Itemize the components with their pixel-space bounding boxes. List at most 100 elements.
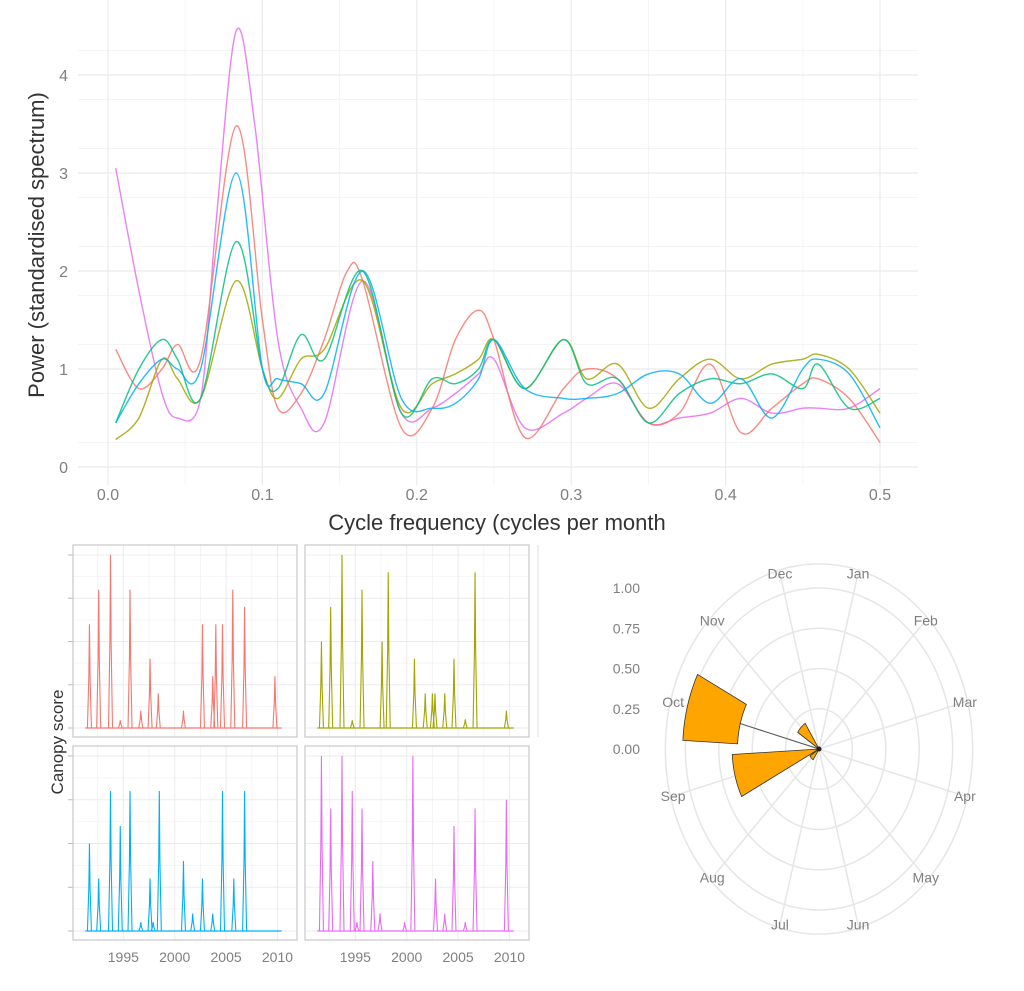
polar-spoke <box>818 700 968 750</box>
x-tick-label: 2005 <box>211 949 242 965</box>
canopy-spike <box>442 693 448 729</box>
canopy-spike <box>199 624 206 729</box>
x-tick-label: 2010 <box>494 949 525 965</box>
y-axis-title: Power (standardised spectrum) <box>24 92 49 398</box>
x-axis-title: Cycle frequency (cycles per month <box>328 510 665 535</box>
month-label-jun: Jun <box>847 917 870 933</box>
canopy-spike <box>410 755 416 932</box>
canopy-spike <box>147 658 153 729</box>
canopy-spike <box>339 755 345 932</box>
canopy-spike <box>359 808 365 932</box>
canopy-spike <box>155 693 161 729</box>
facet-panel-3: 1995 2000 2005 2010 <box>68 745 298 965</box>
canopy-spike <box>472 572 478 729</box>
canopy-spike <box>354 922 360 932</box>
polar-center-dot <box>816 746 822 752</box>
canopy-spike <box>472 808 478 932</box>
y-tick-label: 2 <box>59 264 68 281</box>
canopy-spike <box>147 878 153 932</box>
canopy-spike <box>242 790 248 932</box>
canopy-spike <box>385 572 391 729</box>
canopy-spike <box>242 606 248 729</box>
canopy-spike <box>462 922 468 932</box>
radial-tick-label: 0.75 <box>613 620 640 636</box>
x-tick-label: 0.2 <box>406 487 428 504</box>
canopy-spike <box>117 720 123 729</box>
canopy-spike <box>107 790 114 932</box>
canopy-facet-plot: 1995 2000 2005 2010 1995 2000 2005 2010 Canopy s… <box>48 544 539 965</box>
month-label-jan: Jan <box>847 565 870 581</box>
polar-spoke <box>818 748 860 929</box>
x-tick-label: 0.4 <box>714 487 736 504</box>
month-label-nov: Nov <box>700 612 725 628</box>
polar-spoke <box>818 617 929 750</box>
x-tick-label: 2005 <box>443 949 474 965</box>
radial-tick-label: 0.25 <box>613 701 640 717</box>
canopy-spike <box>86 624 92 729</box>
y-tick-label: 3 <box>59 166 68 183</box>
canopy-spike <box>432 693 438 729</box>
panel-border <box>304 745 530 941</box>
month-label-sep: Sep <box>661 788 686 804</box>
canopy-spike <box>411 658 417 729</box>
canopy-spike <box>231 878 237 932</box>
polar-ring <box>718 627 920 871</box>
canopy-spike <box>377 913 383 932</box>
x-tick-label: 2000 <box>391 949 422 965</box>
canopy-spike <box>117 825 123 932</box>
polar-spoke <box>818 748 929 881</box>
canopy-spike <box>199 878 206 932</box>
polar-bar-aug <box>809 748 820 761</box>
canopy-spike <box>462 719 468 729</box>
canopy-spike <box>272 676 278 729</box>
y-tick-label: 1 <box>59 362 68 379</box>
polar-ring <box>784 708 854 790</box>
x-tick-label: 1995 <box>108 949 139 965</box>
canopy-spike <box>422 693 428 729</box>
y-tick-label: 0 <box>59 460 68 477</box>
canopy-spike <box>156 790 162 932</box>
month-label-oct: Oct <box>662 694 684 710</box>
x-tick-label: 0.1 <box>251 487 273 504</box>
canopy-spike <box>359 589 365 729</box>
x-tick-label: 0.3 <box>560 487 582 504</box>
canopy-spike <box>503 710 509 729</box>
canopy-spike <box>318 641 324 729</box>
spectrum-plot: 0 1 2 3 4 0.0 0.1 0.2 0.3 0.4 0.5 Cycle frequency (… <box>24 0 918 535</box>
polar-month-plot: Jan Feb Mar Apr May Jun Jul Aug Sep Oct Nov Dec 0.00… <box>613 563 977 935</box>
canopy-spike <box>219 790 226 932</box>
month-label-jul: Jul <box>771 917 789 933</box>
x-tick-label: 2000 <box>159 949 190 965</box>
polar-ring <box>664 563 974 935</box>
canopy-spike <box>96 878 102 932</box>
canopy-spike <box>328 808 334 932</box>
canopy-spike <box>451 825 457 932</box>
month-label-dec: Dec <box>767 565 792 581</box>
month-label-mar: Mar <box>953 694 977 710</box>
month-label-feb: Feb <box>914 612 938 628</box>
canopy-spike <box>230 589 236 729</box>
canopy-spike <box>451 658 457 729</box>
x-tick-label: 0.0 <box>97 487 119 504</box>
y-tick-label: 4 <box>59 68 68 85</box>
month-label-may: May <box>913 870 939 886</box>
canopy-spike <box>138 710 144 729</box>
canopy-spike <box>150 922 156 932</box>
polar-spoke <box>709 748 820 881</box>
polar-spoke <box>818 748 968 798</box>
canopy-spike <box>210 913 216 932</box>
canopy-spike <box>503 799 509 932</box>
canopy-spike <box>107 554 114 729</box>
polar-ring <box>684 587 954 911</box>
spectrum-series-line-1 <box>115 27 881 433</box>
facet-panel-4: 1995 2000 2005 2010 <box>304 745 530 965</box>
canopy-spike <box>349 790 355 932</box>
polar-ring <box>751 667 887 831</box>
month-label-apr: Apr <box>954 788 976 804</box>
radial-tick-label: 1.00 <box>613 580 640 596</box>
canopy-spike <box>442 913 448 932</box>
facet-panel-2 <box>304 544 530 738</box>
polar-bar-nov <box>797 722 820 750</box>
